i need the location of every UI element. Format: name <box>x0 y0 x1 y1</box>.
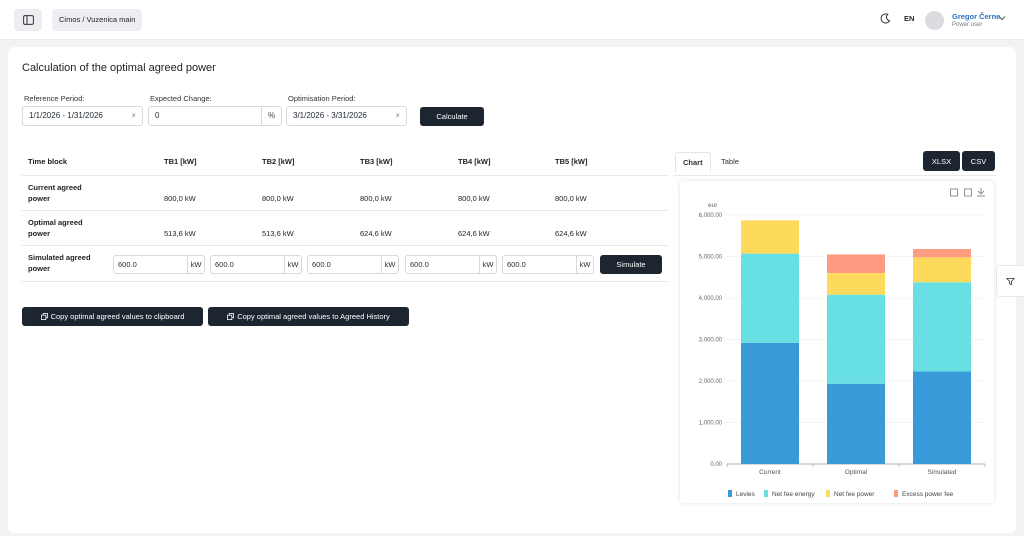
legend-swatch <box>764 490 768 497</box>
reset-zoom-icon <box>964 188 972 197</box>
table-header-cell: TB3 [kW] <box>360 157 393 166</box>
x-tick-label: Optimal <box>845 469 868 476</box>
copy-to-clipboard-button[interactable]: Copy optimal agreed values to clipboard <box>22 307 203 326</box>
table-header-cell: TB5 [kW] <box>555 157 588 166</box>
y-tick-label: 1,000.00 <box>699 421 723 427</box>
stacked-bar-chart: eur 0.00 1,000.00 2,000.00 3,000.00 4,000.00 5… <box>699 188 986 498</box>
table-cell: 624,6 kW <box>458 229 490 238</box>
expected-change-label: Expected Change: <box>150 94 212 103</box>
percent-suffix: % <box>262 106 282 126</box>
y-tick-label: 3,000.00 <box>699 338 723 344</box>
table-header-cell: Time block <box>28 157 68 166</box>
simulated-tb3-input[interactable]: 600.0 kW <box>307 255 399 274</box>
bar-segment-levies <box>827 383 885 464</box>
row-divider <box>22 175 668 176</box>
export-xlsx-button[interactable]: XLSX <box>923 151 960 171</box>
copy-icon <box>227 313 235 320</box>
bar-segment-net-fee-energy <box>913 282 971 372</box>
simulated-tb5-input[interactable]: 600.0 kW <box>502 255 594 274</box>
dark-mode-icon[interactable] <box>880 13 891 24</box>
sidebar-icon <box>22 15 34 25</box>
user-role: Power user <box>952 22 983 28</box>
bar-segment-net-fee-energy <box>827 294 885 384</box>
y-tick-label: 0.00 <box>710 462 722 468</box>
expected-change-input[interactable]: 0 <box>148 106 262 126</box>
bar-segment-levies <box>913 371 971 464</box>
export-csv-button[interactable]: CSV <box>962 151 995 171</box>
top-bar: Cimos / Vuzenica main EN Gregor Černe Po… <box>0 0 1024 40</box>
legend-label: Excess power fee <box>902 491 954 498</box>
legend-label: Levies <box>736 491 756 498</box>
row-label-optimal: Optimal agreed power <box>28 218 83 238</box>
table-cell: 513,6 kW <box>262 229 294 238</box>
row-divider <box>22 245 668 246</box>
x-tick-label: Current <box>759 469 781 476</box>
optimisation-period-label: Optimisation Period: <box>288 94 356 103</box>
x-tick-label: Simulated <box>928 469 957 476</box>
table-header-cell: TB1 [kW] <box>164 157 197 166</box>
simulated-tb4-input[interactable]: 600.0 kW <box>405 255 497 274</box>
table-cell: 800,0 kW <box>164 194 196 203</box>
simulate-button[interactable]: Simulate <box>600 255 662 274</box>
table-header-cell: TB4 [kW] <box>458 157 491 166</box>
table-cell: 800,0 kW <box>555 194 587 203</box>
calculate-button[interactable]: Calculate <box>420 107 484 126</box>
breadcrumb[interactable]: Cimos / Vuzenica main <box>52 9 143 31</box>
bar-segment-levies <box>741 342 799 464</box>
table-cell: 800,0 kW <box>262 194 294 203</box>
y-axis-title: eur <box>708 202 718 209</box>
optimisation-period-field[interactable]: 3/1/2026 - 3/31/2026 × <box>286 106 407 126</box>
legend-label: Net fee power <box>834 491 875 498</box>
table-cell: 800,0 kW <box>360 194 392 203</box>
filter-icon <box>1006 277 1015 285</box>
chevron-down-icon[interactable] <box>998 15 1006 21</box>
y-tick-label: 4,000.00 <box>699 296 723 302</box>
expected-change-value: 0 <box>155 111 160 120</box>
page-title: Calculation of the optimal agreed power <box>22 62 216 74</box>
row-divider <box>22 281 668 282</box>
bar-segment-excess-power-fee <box>913 249 971 258</box>
reference-period-value: 1/1/2026 - 1/31/2026 <box>29 111 103 120</box>
simulated-tb2-input[interactable]: 600.0 kW <box>210 255 302 274</box>
filter-button[interactable] <box>996 265 1024 297</box>
clear-icon[interactable]: × <box>395 111 400 120</box>
bar-segment-net-fee-power <box>913 257 971 283</box>
reference-period-label: Reference Period: <box>24 94 85 103</box>
avatar[interactable] <box>925 11 944 30</box>
zoom-icon <box>950 188 958 197</box>
table-cell: 624,6 kW <box>555 229 587 238</box>
legend-swatch <box>894 490 898 497</box>
tab-chart[interactable]: Chart <box>675 152 711 172</box>
y-tick-label: 2,000.00 <box>699 379 723 385</box>
bar-segment-net-fee-power <box>741 220 799 254</box>
tabs-divider <box>674 175 996 176</box>
download-icon <box>977 188 985 197</box>
sidebar-toggle-button[interactable] <box>14 9 42 31</box>
row-divider <box>22 210 668 211</box>
chart-container: eur 0.00 1,000.00 2,000.00 3,000.00 4,000.00 5… <box>680 181 994 503</box>
optimisation-period-value: 3/1/2026 - 3/31/2026 <box>293 111 367 120</box>
y-tick-label: 6,000.00 <box>699 213 723 219</box>
copy-to-history-button[interactable]: Copy optimal agreed values to Agreed His… <box>208 307 409 326</box>
table-cell: 800,0 kW <box>458 194 490 203</box>
row-label-simulated: Simulated agreed power <box>28 253 91 273</box>
user-name[interactable]: Gregor Černe <box>952 12 1001 21</box>
copy-icon <box>40 313 48 320</box>
language-selector[interactable]: EN <box>904 14 915 23</box>
bar-segment-net-fee-power <box>827 273 885 295</box>
legend-label: Net fee energy <box>772 491 815 498</box>
clear-icon[interactable]: × <box>131 111 136 120</box>
legend-swatch <box>826 490 830 497</box>
bar-segment-excess-power-fee <box>827 254 885 274</box>
table-cell: 624,6 kW <box>360 229 392 238</box>
legend-swatch <box>728 490 732 497</box>
table-cell: 513,6 kW <box>164 229 196 238</box>
y-tick-label: 5,000.00 <box>699 255 723 261</box>
row-label-current: Current agreed power <box>28 183 82 203</box>
reference-period-field[interactable]: 1/1/2026 - 1/31/2026 × <box>22 106 143 126</box>
simulated-tb1-input[interactable]: 600.0 kW <box>113 255 205 274</box>
table-header-cell: TB2 [kW] <box>262 157 295 166</box>
tab-table[interactable]: Table <box>721 157 739 166</box>
bar-segment-net-fee-energy <box>741 253 799 343</box>
